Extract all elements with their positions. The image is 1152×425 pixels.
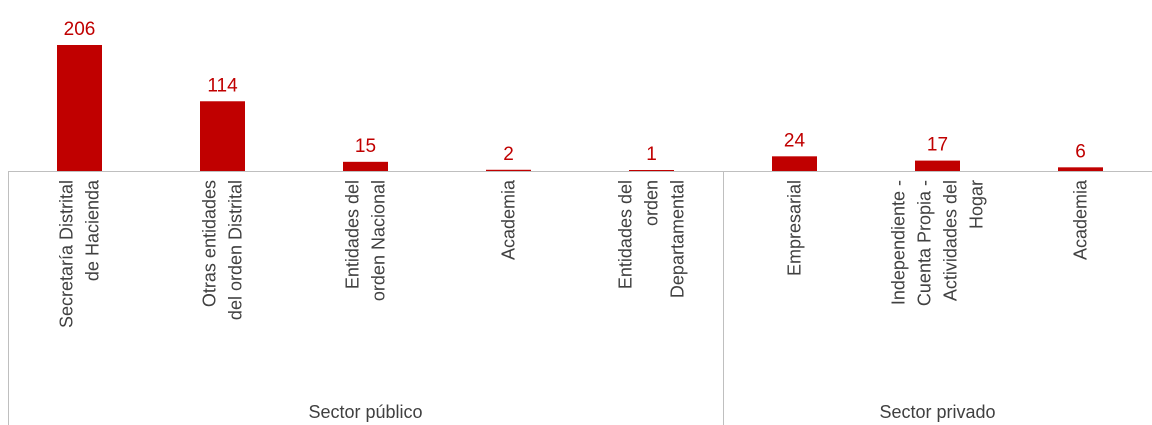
category-label-line: Otras entidades — [200, 180, 220, 307]
category-label-line: del orden Distrital — [226, 180, 246, 320]
data-label: 114 — [207, 75, 238, 96]
category-label-line: Empresarial — [785, 180, 805, 276]
category-label: Entidades del orden Departamental — [616, 180, 688, 298]
bar — [1058, 167, 1103, 171]
category-label-line: orden — [642, 180, 662, 226]
category-label: Empresarial — [785, 180, 805, 276]
category-label: Academia — [1071, 179, 1091, 260]
bar — [57, 45, 102, 171]
chart-bars — [57, 45, 1103, 171]
data-label: 6 — [1075, 141, 1086, 162]
category-label-line: orden Nacional — [369, 180, 389, 301]
category-label-line: Hogar — [967, 180, 987, 229]
category-label: Otras entidades del orden Distrital — [200, 180, 246, 320]
category-label-line: Departamental — [668, 180, 688, 298]
data-label: 15 — [355, 136, 376, 157]
chart-category-labels: Secretaría Distrital de Hacienda Otras ent… — [57, 179, 1091, 328]
category-label: Entidades del orden Nacional — [343, 180, 389, 301]
category-label: Academia — [499, 179, 519, 260]
category-label-line: de Hacienda — [83, 179, 103, 281]
data-label: 24 — [784, 130, 806, 151]
data-label: 206 — [64, 19, 96, 40]
category-label-line: Secretaría Distrital — [57, 180, 77, 328]
bar — [486, 169, 531, 171]
category-label-line: Academia — [499, 179, 519, 260]
category-label-line: Entidades del — [616, 180, 636, 289]
bar — [343, 161, 388, 171]
bar — [772, 156, 817, 171]
data-label: 1 — [646, 144, 657, 165]
category-label-line: Cuenta Propia - — [915, 180, 935, 306]
group-label: Sector público — [308, 402, 422, 422]
category-label: Secretaría Distrital de Hacienda — [57, 179, 103, 328]
bar — [200, 101, 245, 171]
chart-value-labels: 206 114 15 2 1 24 17 6 — [64, 19, 1086, 165]
group-label: Sector privado — [879, 402, 995, 422]
data-label: 17 — [927, 135, 948, 156]
bar — [629, 170, 674, 171]
category-label: Independiente - Cuenta Propia - Actividade… — [889, 180, 987, 306]
data-label: 2 — [503, 144, 514, 165]
chart-group-labels: Sector público Sector privado — [308, 402, 995, 422]
chart-axes — [8, 171, 1152, 425]
category-label-line: Actividades del — [941, 180, 961, 301]
category-label-line: Independiente - — [889, 180, 909, 305]
bar — [915, 160, 960, 171]
category-label-line: Academia — [1071, 179, 1091, 260]
category-label-line: Entidades del — [343, 180, 363, 289]
